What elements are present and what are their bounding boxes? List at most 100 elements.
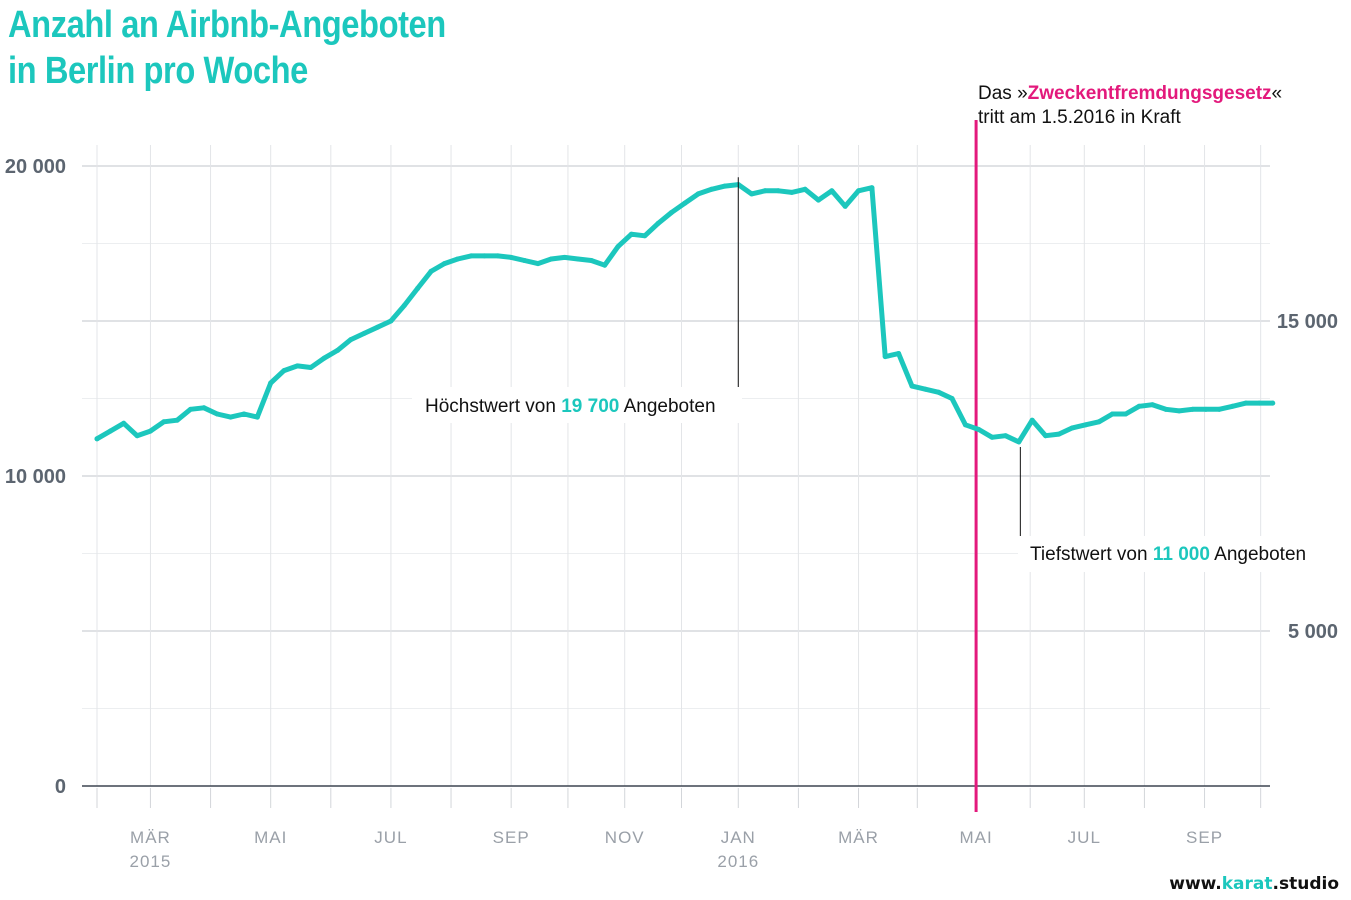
- y-tick-label-left: 20 000: [5, 156, 66, 178]
- chart-title-line-1: Anzahl an Airbnb-Angeboten: [8, 4, 446, 46]
- data-point: [829, 188, 835, 194]
- data-point: [1083, 422, 1089, 428]
- data-point: [1002, 433, 1008, 439]
- x-tick-label: NOV: [605, 828, 645, 847]
- data-point: [1056, 431, 1062, 437]
- data-point: [441, 261, 447, 267]
- x-tick-label: MÄR: [838, 828, 879, 847]
- data-point: [294, 363, 300, 369]
- x-tick-sublabel: 2015: [130, 852, 172, 871]
- data-point: [348, 337, 354, 343]
- data-point: [1176, 408, 1182, 414]
- y-axis-ticks: 20 000 10 000 0 15 000 5 000: [5, 156, 1338, 798]
- y-tick-label-left: 0: [55, 776, 66, 798]
- data-point: [896, 351, 902, 357]
- data-point: [936, 389, 942, 395]
- data-point: [882, 354, 888, 360]
- data-point: [668, 210, 674, 215]
- data-point: [508, 254, 514, 260]
- data-point: [588, 258, 594, 264]
- data-point: [1243, 400, 1249, 406]
- low-annotation-suffix: Angeboten: [1210, 544, 1306, 565]
- data-point: [1109, 411, 1115, 417]
- data-point: [548, 256, 554, 262]
- peak-label-background: [412, 387, 742, 423]
- data-point: [922, 386, 928, 392]
- data-point: [949, 396, 955, 401]
- data-point: [428, 268, 434, 274]
- data-point: [228, 414, 234, 420]
- data-point: [1096, 419, 1102, 425]
- data-point: [1123, 411, 1129, 417]
- y-tick-label-right: 5 000: [1288, 621, 1338, 643]
- low-annotation: Tiefstwert von 11 000 Angeboten: [1030, 544, 1306, 565]
- data-point: [1203, 406, 1209, 412]
- data-point: [976, 427, 982, 432]
- peak-annotation-suffix: Angeboten: [619, 396, 715, 417]
- data-point: [134, 433, 140, 439]
- data-point: [1230, 403, 1236, 409]
- data-point: [789, 189, 795, 195]
- peak-annotation-prefix: Höchstwert von: [425, 396, 561, 417]
- x-tick-label: MÄR: [130, 828, 171, 847]
- data-point: [174, 417, 180, 423]
- data-point: [615, 244, 621, 250]
- data-point: [575, 256, 581, 262]
- data-point: [1256, 400, 1262, 406]
- data-point: [869, 185, 875, 191]
- low-label-background: [1018, 536, 1328, 572]
- data-point: [762, 188, 768, 194]
- data-point: [522, 258, 528, 264]
- x-tick-label: JUL: [1068, 828, 1101, 847]
- data-point: [388, 318, 394, 324]
- chart-title: Anzahl an Airbnb-Angeboten in Berlin pro…: [8, 2, 446, 94]
- data-point: [147, 428, 153, 434]
- y-tick-label-left: 10 000: [5, 466, 66, 488]
- data-point: [856, 188, 862, 194]
- data-point: [94, 436, 100, 442]
- data-point: [121, 420, 127, 426]
- data-point: [1149, 402, 1155, 408]
- data-point: [722, 183, 728, 189]
- data-point: [989, 434, 995, 440]
- x-tick-label: JAN: [721, 828, 756, 847]
- credit[interactable]: www.karat.studio: [1169, 874, 1339, 894]
- series-points: [94, 182, 1276, 445]
- data-point: [909, 383, 915, 389]
- data-point: [628, 231, 634, 237]
- data-point: [241, 411, 247, 417]
- x-tick-label: MAI: [959, 828, 992, 847]
- data-point: [1190, 406, 1196, 412]
- major-gridlines: [82, 165, 1270, 632]
- law-annotation-name: Zweckentfremdungsgesetz: [1028, 83, 1272, 104]
- data-point: [1163, 406, 1169, 412]
- data-point: [749, 191, 755, 197]
- data-point: [415, 285, 421, 291]
- data-point: [214, 411, 220, 417]
- data-point: [1043, 433, 1049, 439]
- credit-suffix: .studio: [1272, 874, 1339, 894]
- peak-annotation: Höchstwert von 19 700 Angeboten: [425, 396, 716, 417]
- data-point: [1270, 400, 1276, 406]
- data-point: [695, 191, 701, 197]
- x-tick-label: JUL: [374, 828, 407, 847]
- data-point: [1069, 425, 1075, 431]
- data-point: [802, 186, 808, 192]
- data-point: [709, 186, 715, 192]
- data-point: [281, 368, 287, 374]
- data-point: [201, 405, 207, 411]
- data-point: [495, 253, 501, 259]
- law-annotation-line-2: tritt am 1.5.2016 in Kraft: [978, 107, 1181, 128]
- data-point: [962, 422, 968, 428]
- data-point: [655, 220, 661, 226]
- data-point: [815, 197, 821, 203]
- data-point: [268, 380, 274, 386]
- data-point: [535, 261, 541, 267]
- x-tick-label: MAI: [254, 828, 287, 847]
- data-point: [161, 419, 167, 425]
- data-point: [321, 355, 327, 361]
- data-point: [562, 254, 568, 260]
- data-point: [1136, 403, 1142, 409]
- x-tick-sublabel: 2016: [717, 852, 759, 871]
